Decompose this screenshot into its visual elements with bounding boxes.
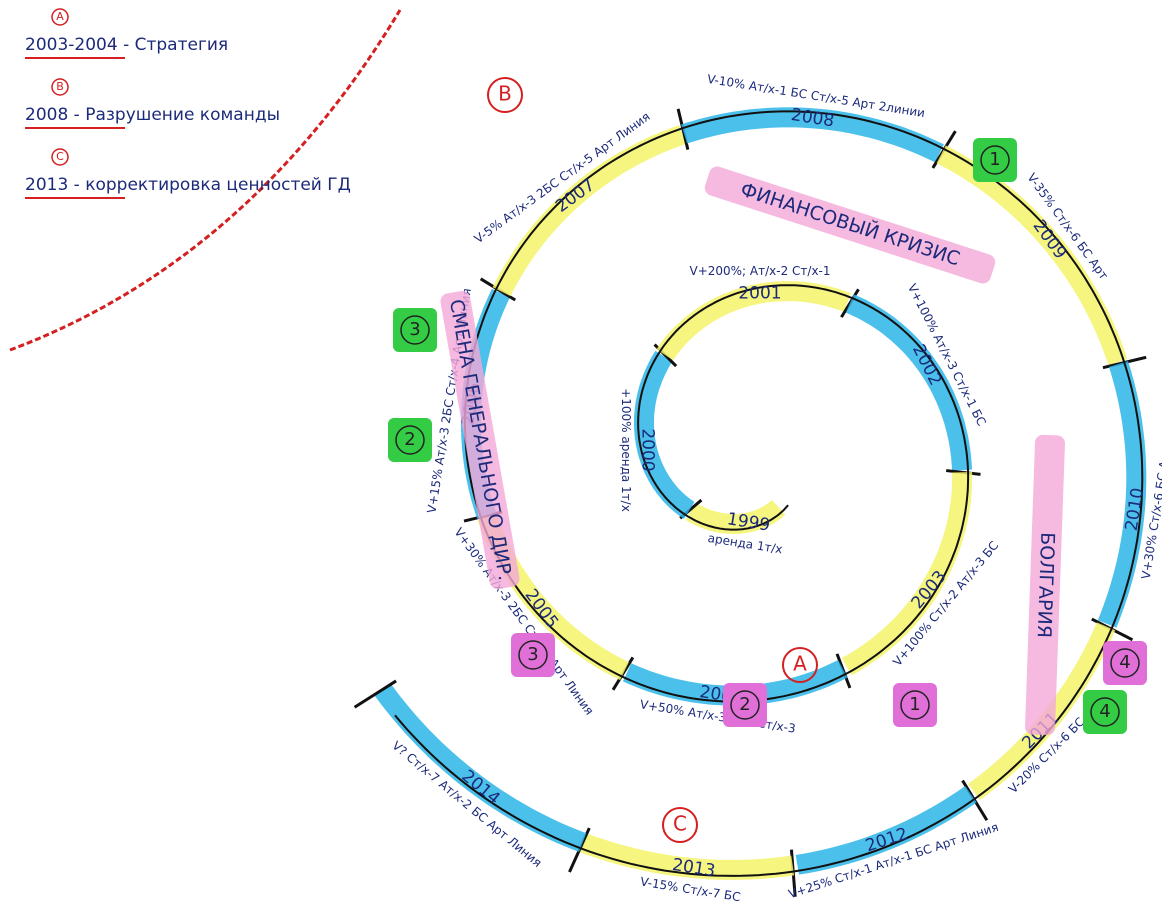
year-highlight	[850, 304, 962, 471]
annotation-text: БОЛГАРИЯ	[1033, 532, 1059, 638]
year-label: 2008	[790, 105, 836, 132]
legend-mark: B	[56, 80, 64, 93]
spiral-diagram: 1999аренда 1т/х2000+100% аренда 1т/х2001…	[0, 0, 1162, 909]
year-highlight	[847, 472, 962, 666]
legend-text: 2008 - Разрушение команды	[25, 105, 280, 125]
page: 1999аренда 1т/х2000+100% аренда 1т/х2001…	[0, 0, 1162, 909]
annotation: БОЛГАРИЯ	[1025, 435, 1065, 736]
year-note: V-5% Ат/х-3 2БС Ст/х-5 Арт Линия	[472, 109, 653, 246]
legend-mark: A	[56, 10, 64, 23]
legend-text: 2003-2004 - Стратегия	[25, 35, 228, 55]
badge-label: 3	[527, 644, 538, 665]
year-label: 2000	[637, 428, 657, 471]
badge-label: 1	[909, 694, 920, 715]
badge-label: 4	[1119, 652, 1130, 673]
marker-letter: A	[793, 652, 807, 676]
marker-letter: B	[498, 82, 512, 106]
year-label: 2013	[671, 855, 717, 882]
year-note: V+30% Ат/х-3 2БС Ст/х-4 Арт Линия	[451, 525, 596, 717]
year-label: 2001	[738, 284, 781, 304]
badge-label: 2	[404, 429, 415, 450]
marker-letter: C	[673, 812, 687, 836]
year-note: +100% аренда 1т/х	[619, 388, 633, 512]
badge-label: 4	[1099, 701, 1110, 722]
legend-text: 2013 - корректировка ценностей ГД	[25, 175, 351, 195]
year-label: 2010	[1122, 486, 1149, 532]
badge-label: 1	[989, 149, 1000, 170]
badge-label: 2	[739, 694, 750, 715]
badge-label: 3	[409, 319, 420, 340]
year-note: аренда 1т/х	[707, 531, 784, 557]
legend-mark: C	[56, 150, 64, 163]
year-note: V+200%; Ат/х-2 Ст/х-1	[689, 264, 830, 278]
annotation-text: ФИНАНСОВЫЙ КРИЗИС	[738, 178, 963, 271]
